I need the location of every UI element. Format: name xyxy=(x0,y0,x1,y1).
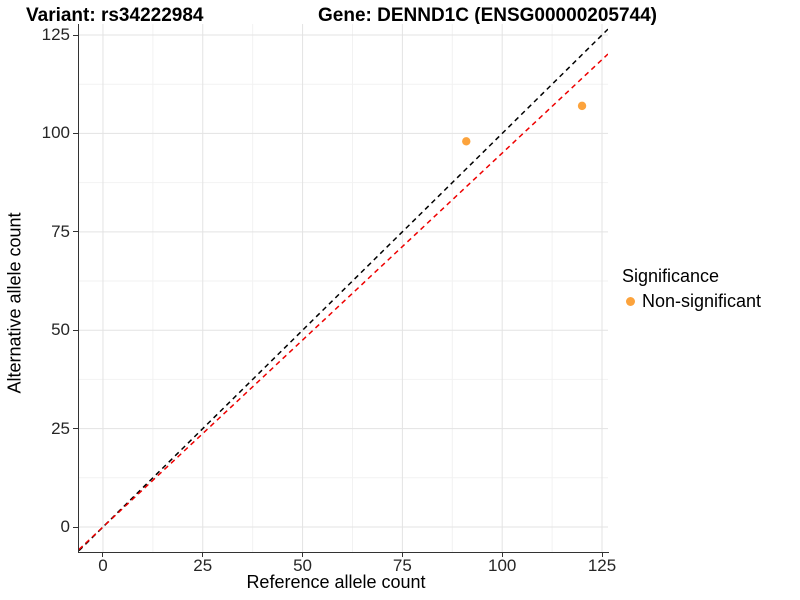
x-tick-mark xyxy=(601,552,603,557)
x-tick-mark xyxy=(501,552,503,557)
x-tick-label: 100 xyxy=(488,556,517,575)
y-tick-mark xyxy=(73,526,78,528)
y-tick-mark xyxy=(73,329,78,331)
x-axis-line xyxy=(78,552,609,553)
legend-title: Significance xyxy=(622,266,720,286)
y-axis-line xyxy=(78,24,79,553)
x-tick-mark xyxy=(401,552,403,557)
y-tick-mark xyxy=(73,132,78,134)
x-tick-label: 75 xyxy=(392,556,412,575)
y-tick-mark xyxy=(73,231,78,233)
y-tick-mark xyxy=(73,34,78,36)
y-tick-mark xyxy=(73,428,78,430)
y-tick-label: 50 xyxy=(51,320,70,340)
expected-ratio-line xyxy=(79,53,608,550)
gene-title: Gene: DENND1C (ENSG00000205744) xyxy=(318,5,657,26)
legend-point-icon xyxy=(626,297,635,306)
x-tick-label: 125 xyxy=(587,556,617,575)
data-point xyxy=(462,137,471,146)
y-tick-label: 75 xyxy=(51,221,70,241)
y-tick-label: 100 xyxy=(41,123,70,143)
x-tick-mark xyxy=(202,552,204,557)
x-tick-label: 0 xyxy=(98,556,108,575)
data-point xyxy=(577,101,587,111)
variant-title: Variant: rs34222984 xyxy=(26,5,204,26)
x-tick-mark xyxy=(102,552,104,557)
x-tick-label: 25 xyxy=(193,556,213,575)
x-tick-label: 50 xyxy=(293,556,313,575)
y-axis-title: Alternative allele count xyxy=(4,212,25,394)
y-tick-label: 125 xyxy=(41,25,70,45)
legend-item: Non-significant xyxy=(622,291,761,312)
identity-line xyxy=(79,28,608,552)
plot-panel xyxy=(79,24,608,552)
y-tick-label: 0 xyxy=(60,517,70,536)
y-tick-label: 25 xyxy=(51,418,70,438)
x-axis-title: Reference allele count xyxy=(246,572,426,592)
x-tick-mark xyxy=(302,552,304,557)
legend-item-label: Non-significant xyxy=(642,291,762,311)
legend: Significance Non-significant xyxy=(622,264,761,312)
